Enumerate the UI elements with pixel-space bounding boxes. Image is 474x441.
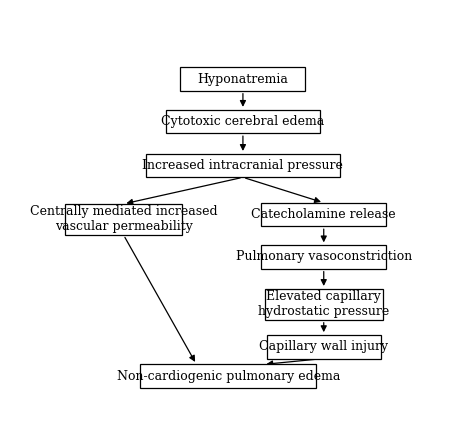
Text: Cytotoxic cerebral edema: Cytotoxic cerebral edema [161,115,325,128]
Bar [140,364,316,388]
Text: Hyponatremia: Hyponatremia [198,72,288,86]
Bar [166,110,320,133]
Bar [265,289,383,320]
Bar [181,67,305,91]
Text: Elevated capillary
hydrostatic pressure: Elevated capillary hydrostatic pressure [258,290,389,318]
Bar [65,204,182,235]
Text: Increased intracranial pressure: Increased intracranial pressure [143,159,343,172]
Text: Non-cardiogenic pulmonary edema: Non-cardiogenic pulmonary edema [117,370,340,383]
Bar [261,245,386,269]
Bar [261,203,386,226]
Text: Catecholamine release: Catecholamine release [251,208,396,221]
Bar [267,335,381,359]
Text: Capillary wall injury: Capillary wall injury [259,340,388,353]
Text: Pulmonary vasoconstriction: Pulmonary vasoconstriction [236,250,412,263]
Bar [146,154,340,177]
Text: Centrally mediated increased
vascular permeability: Centrally mediated increased vascular pe… [30,206,218,233]
